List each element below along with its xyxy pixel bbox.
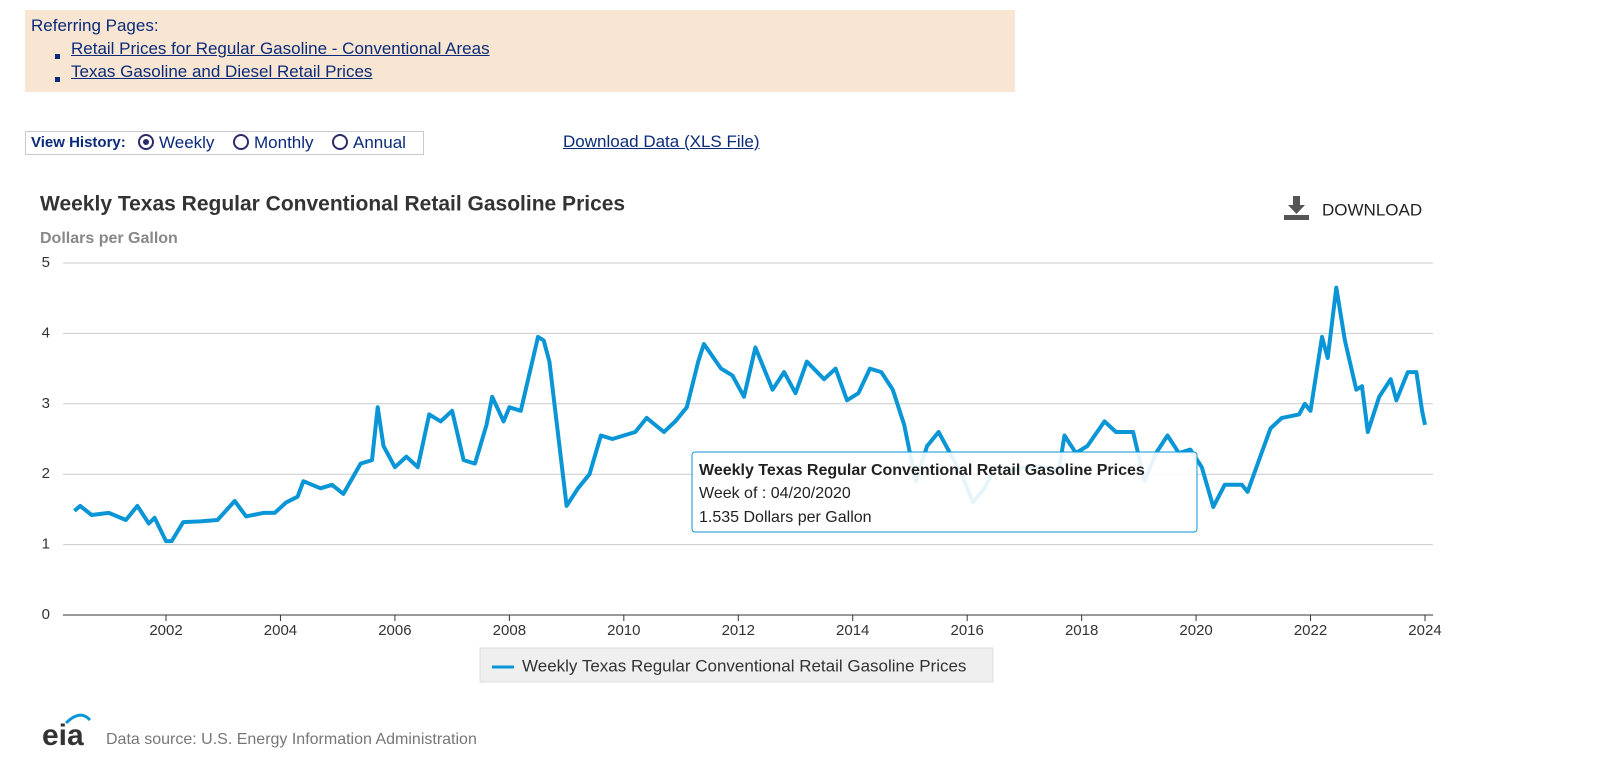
x-tick-label: 2010 bbox=[607, 622, 640, 639]
referring-link[interactable]: Texas Gasoline and Diesel Retail Prices bbox=[71, 62, 373, 81]
y-tick-label: 5 bbox=[42, 254, 50, 271]
radio[interactable] bbox=[233, 134, 249, 150]
tooltip-box bbox=[691, 451, 1198, 533]
view-history: View History: Weekly Monthly Annual bbox=[25, 131, 424, 155]
y-axis-label: Dollars per Gallon bbox=[40, 230, 178, 247]
y-tick-label: 0 bbox=[42, 606, 50, 623]
y-tick-label: 2 bbox=[42, 465, 50, 482]
x-tick-label: 2024 bbox=[1408, 622, 1441, 639]
x-tick-label: 2006 bbox=[378, 622, 411, 639]
x-tick-label: 2018 bbox=[1065, 622, 1098, 639]
download-icon bbox=[1284, 215, 1309, 220]
tooltip: Weekly Texas Regular Conventional Retail… bbox=[691, 451, 1198, 533]
download-data-link[interactable]: Download Data (XLS File) bbox=[563, 132, 760, 151]
radio[interactable] bbox=[332, 134, 348, 150]
x-tick-label: 2004 bbox=[264, 622, 297, 639]
tooltip-value: 1.535 Dollars per Gallon bbox=[699, 509, 872, 526]
history-label: View History: bbox=[31, 134, 126, 151]
radio[interactable] bbox=[138, 134, 154, 150]
referring-heading: Referring Pages: bbox=[31, 16, 159, 35]
x-tick-label: 2012 bbox=[722, 622, 755, 639]
history-option[interactable]: Annual bbox=[332, 133, 406, 153]
chart-title: Weekly Texas Regular Conventional Retail… bbox=[40, 193, 625, 216]
y-tick-label: 3 bbox=[42, 395, 50, 412]
tooltip-week: Week of : 04/20/2020 bbox=[699, 485, 851, 502]
x-tick-label: 2014 bbox=[836, 622, 869, 639]
x-tick-label: 2022 bbox=[1294, 622, 1327, 639]
chart: Weekly Texas Regular Conventional Retail… bbox=[40, 193, 1442, 752]
option-label: Annual bbox=[353, 133, 406, 152]
tooltip-title: Weekly Texas Regular Conventional Retail… bbox=[699, 462, 1145, 479]
x-tick-label: 2016 bbox=[950, 622, 983, 639]
download-icon bbox=[1288, 196, 1305, 214]
download-label: DOWNLOAD bbox=[1322, 200, 1422, 219]
legend bbox=[479, 647, 994, 683]
logo: eia bbox=[42, 719, 84, 752]
referring-link[interactable]: Retail Prices for Regular Gasoline - Con… bbox=[71, 39, 490, 58]
x-tick-label: 2002 bbox=[149, 622, 182, 639]
series-line bbox=[73, 285, 1427, 544]
bullet bbox=[55, 77, 60, 82]
referring-panel: Referring Pages: Retail Prices for Regul… bbox=[25, 10, 1015, 92]
download-button[interactable]: DOWNLOAD bbox=[1284, 196, 1422, 220]
option-label: Monthly bbox=[254, 133, 314, 152]
bullet bbox=[55, 54, 60, 59]
legend-label: Weekly Texas Regular Conventional Retail… bbox=[522, 656, 966, 675]
option-label: Weekly bbox=[159, 133, 215, 152]
x-tick-label: 2020 bbox=[1179, 622, 1212, 639]
logo-swoosh bbox=[64, 713, 92, 725]
y-tick-label: 4 bbox=[42, 324, 50, 341]
y-tick-label: 1 bbox=[42, 536, 50, 553]
x-tick-label: 2008 bbox=[493, 622, 526, 639]
history-option[interactable]: Weekly bbox=[138, 133, 214, 153]
data-source: Data source: U.S. Energy Information Adm… bbox=[106, 731, 477, 748]
history-option[interactable]: Monthly bbox=[233, 133, 314, 153]
